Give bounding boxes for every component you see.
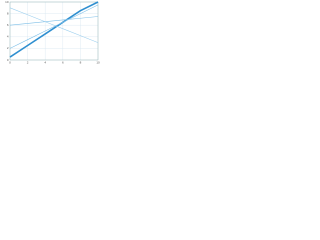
y-tick-label: 10 (5, 0, 9, 4)
y-tick-label: 8 (7, 11, 9, 15)
x-tick-label: 6 (62, 60, 64, 64)
background (0, 0, 100, 77)
series-line (9, 4, 99, 49)
y-tick-label: 2 (7, 46, 9, 50)
y-tick-label: 0 (7, 58, 9, 62)
y-tick-label: 6 (7, 23, 9, 27)
x-tick-label: 4 (44, 60, 46, 64)
series-line (9, 7, 99, 43)
x-tick-label: 10 (96, 60, 100, 64)
series-line (9, 16, 99, 26)
plot-frame (9, 1, 99, 61)
x-tick-label: 0 (9, 60, 11, 64)
y-tick-label: 4 (7, 35, 9, 39)
x-tick-label: 8 (80, 60, 82, 64)
x-tick-label: 2 (27, 60, 29, 64)
series-line (9, 1, 99, 58)
